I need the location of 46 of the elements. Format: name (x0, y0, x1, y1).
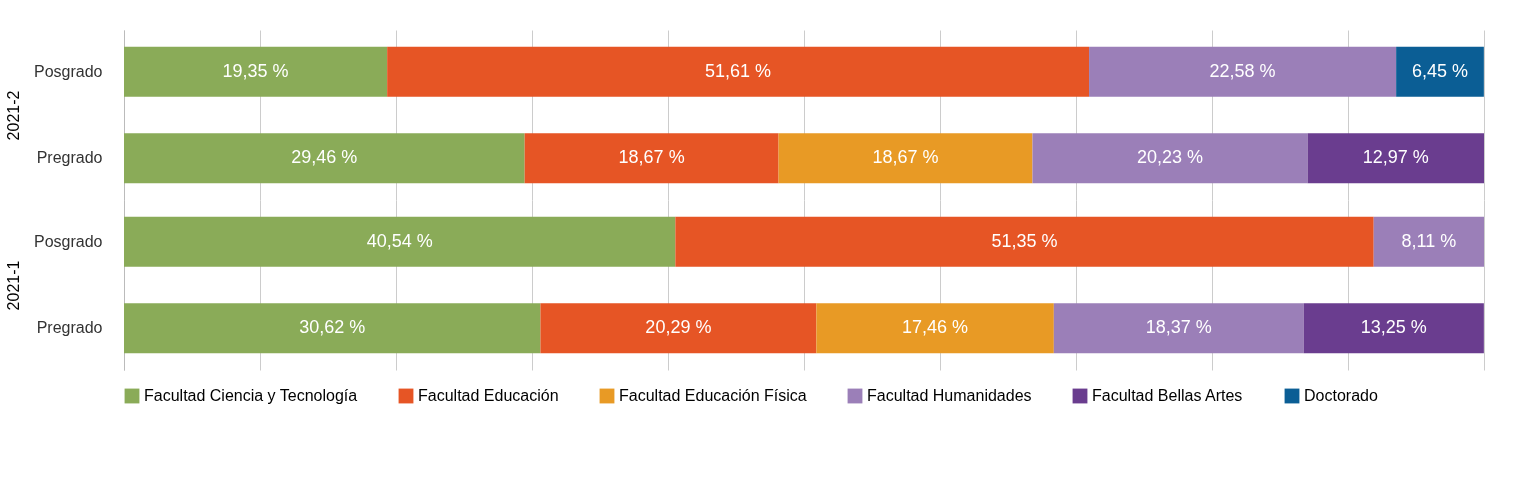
bar (124, 133, 525, 184)
data-label: 19,35 % (222, 60, 289, 81)
data-label: 20,29 % (645, 317, 712, 338)
legend-label: Facultad Bellas Artes (1092, 387, 1243, 404)
data-label: 18,67 % (872, 147, 939, 168)
bar (124, 216, 676, 267)
y-axis-title: 2021-2 (5, 90, 23, 141)
y-tick-label: Posgrado (34, 232, 103, 250)
bar (1307, 133, 1484, 184)
legend-label: Facultad Educación (418, 387, 559, 404)
bar (540, 303, 817, 354)
y-axis-title: 2021-1 (5, 260, 23, 311)
bar (1373, 216, 1484, 267)
data-label: 51,61 % (705, 60, 772, 81)
data-label: 40,54 % (366, 230, 433, 251)
bar (816, 303, 1054, 354)
data-label: 18,37 % (1145, 317, 1212, 338)
data-label: 17,46 % (902, 317, 969, 338)
data-label: 20,23 % (1137, 147, 1204, 168)
bar (1089, 46, 1397, 97)
bar (778, 133, 1033, 184)
y-tick-label: Posgrado (34, 62, 103, 80)
data-label: 13,25 % (1360, 317, 1427, 338)
legend-label: Facultad Ciencia y Tecnología (144, 387, 358, 404)
bar (1396, 46, 1484, 97)
data-label: 8,11 % (1401, 230, 1457, 251)
y-tick-label: Pregrado (36, 319, 103, 337)
bar (524, 133, 779, 184)
legend-label: Doctorado (1304, 387, 1378, 404)
bar (675, 216, 1374, 267)
legend-label: Facultad Humanidades (867, 387, 1032, 404)
bar (1303, 303, 1484, 354)
data-label: 22,58 % (1209, 60, 1276, 81)
y-tick-label: Pregrado (36, 149, 103, 167)
data-label: 51,35 % (991, 230, 1058, 251)
bar (387, 46, 1090, 97)
legend-label: Facultad Educación Física (619, 387, 807, 404)
bar (1053, 303, 1304, 354)
data-label: 30,62 % (299, 317, 366, 338)
bar (124, 303, 541, 354)
data-label: 29,46 % (291, 147, 358, 168)
bar (124, 46, 388, 97)
data-label: 12,97 % (1362, 147, 1429, 168)
bar (1032, 133, 1308, 184)
data-label: 18,67 % (618, 147, 685, 168)
data-label: 6,45 % (1411, 60, 1469, 81)
